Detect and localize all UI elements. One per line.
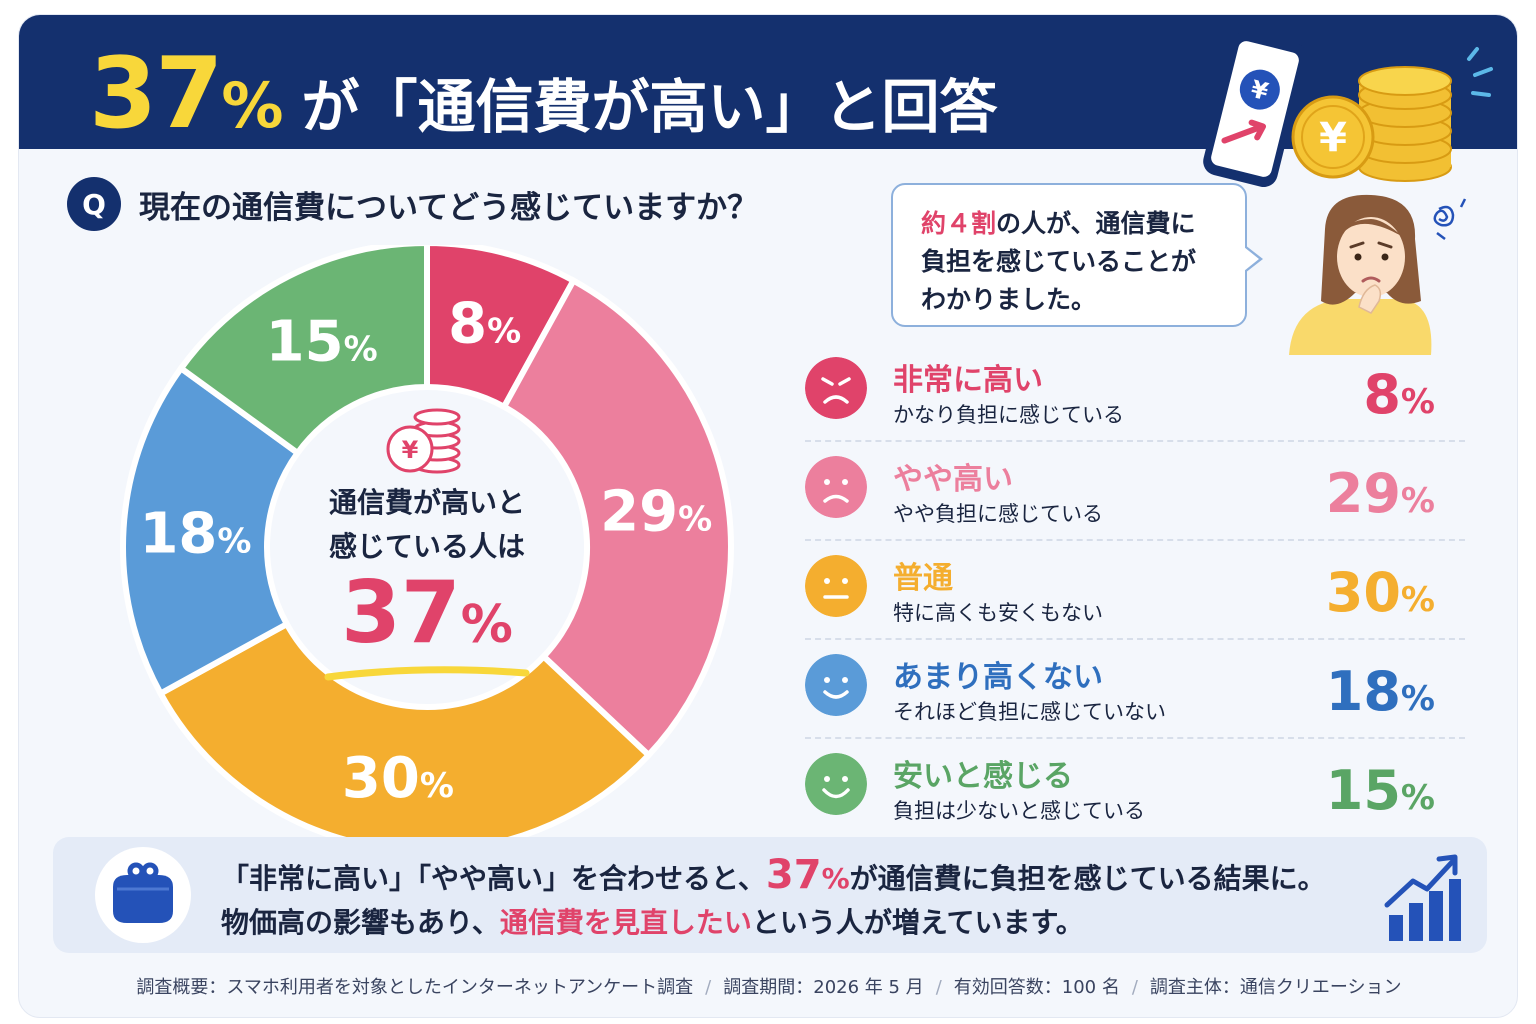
slice-label-1: 29%: [600, 480, 712, 545]
legend-list: 非常に高い かなり負担に感じている 8% やや高い やや負担に感じている 29%…: [805, 343, 1465, 838]
center-line-2: 感じている人は: [328, 530, 525, 563]
summary-number: 37: [765, 852, 822, 898]
svg-text:¥: ¥: [402, 436, 419, 464]
legend-desc-2: 特に高くも安くもない: [893, 601, 1103, 625]
speech-bubble: 約４割の人が、通信費に 負担を感じていることが わかりました。: [891, 183, 1263, 327]
legend-unit-2: %: [1400, 580, 1435, 620]
center-value: 37%: [287, 567, 567, 671]
worried-woman-illustration: [1289, 194, 1467, 355]
survey-question: Q 現在の通信費についてどう感じていますか？: [67, 177, 758, 231]
legend-unit-3: %: [1400, 679, 1435, 719]
donut-slice-4: [176, 245, 430, 458]
legend-value-2: 30%: [1326, 561, 1435, 624]
legend-row-2: 普通 特に高くも安くもない 30%: [805, 541, 1465, 640]
footer-item-2: 有効回答数：100 名: [953, 977, 1120, 998]
footer-separator: /: [705, 977, 712, 998]
bubble-line-2: 負担を感じていることが: [921, 247, 1197, 276]
bubble-line-1: 約４割の人が、通信費に: [921, 205, 1217, 243]
summary-line-1: 「非常に高い」「やや高い」を合わせると、37%が通信費に負担を感じている結果に。: [221, 853, 1326, 901]
yen-coins-icon: ¥: [386, 408, 461, 474]
legend-label-3: あまり高くない: [893, 660, 1103, 695]
footer-separator: /: [1131, 977, 1138, 998]
happy-face-icon: [805, 753, 867, 815]
footer-separator: /: [935, 977, 942, 998]
summary-part-2: が通信費に負担を感じている結果に。: [849, 862, 1326, 895]
summary-line-2-b: という人が増えています。: [751, 906, 1084, 939]
yellow-underline: [324, 666, 530, 681]
legend-value-4: 15%: [1326, 759, 1435, 822]
bubble-tail-fill: [1244, 247, 1259, 271]
neutral-face-icon: [805, 555, 867, 617]
svg-text:¥: ¥: [1319, 115, 1347, 161]
bubble-line-1-rest: の人が、通信費に: [996, 209, 1196, 238]
legend-label-2: 普通: [893, 561, 953, 596]
legend-number-2: 30: [1325, 561, 1401, 624]
smile-face-icon: [805, 654, 867, 716]
slice-label-2: 30%: [342, 746, 454, 811]
summary-line-2-a: 物価高の影響もあり、: [221, 906, 500, 939]
legend-row-3: あまり高くない それほど負担に感じていない 18%: [805, 640, 1465, 739]
legend-number-0: 8: [1363, 363, 1401, 426]
angry-face-icon: [805, 357, 867, 419]
header-banner: 37 % が「通信費が高い」と回答 ¥: [19, 15, 1517, 188]
legend-value-0: 8%: [1363, 363, 1435, 426]
legend-value-3: 18%: [1326, 660, 1435, 723]
survey-footer: 調査概要：スマホ利用者を対象としたインターネットアンケート調査 / 調査期間：202…: [19, 973, 1517, 999]
footer-item-3: 調査主体：通信クリエーション: [1149, 977, 1402, 998]
legend-label-0: 非常に高い: [893, 363, 1043, 398]
center-unit: %: [460, 595, 513, 655]
legend-unit-0: %: [1400, 382, 1435, 422]
slice-label-3: 18%: [139, 501, 251, 566]
donut-center-callout: ¥ 通信費が高いと 感じている人は 37%: [287, 403, 567, 683]
footer-item-1: 調査期間：2026 年 5 月: [723, 977, 924, 998]
center-line-1: 通信費が高いと: [328, 486, 525, 519]
center-number: 37: [341, 563, 461, 663]
slice-label-4: 15%: [266, 309, 378, 374]
title-text: が「通信費が高い」と回答: [301, 73, 998, 141]
question-text: 現在の通信費についてどう感じていますか？: [139, 189, 759, 226]
legend-number-1: 29: [1325, 462, 1401, 525]
legend-desc-3: それほど負担に感じていない: [893, 700, 1166, 724]
sad-face-icon: [805, 456, 867, 518]
donut-slice-1: [500, 276, 734, 760]
summary-value: 37%: [766, 852, 850, 898]
summary-highlight: 通信費を見直したい: [499, 906, 752, 939]
legend-unit-4: %: [1400, 778, 1435, 818]
legend-desc-1: やや負担に感じている: [893, 502, 1103, 526]
summary-line-2: 物価高の影響もあり、通信費を見直したいという人が増えています。: [221, 901, 1326, 945]
title-percent: %: [221, 69, 284, 142]
title-number: 37: [89, 37, 223, 151]
bubble-line-3: わかりました。: [921, 285, 1097, 314]
legend-label-4: 安いと感じる: [893, 759, 1073, 794]
wallet-icon: [95, 847, 191, 943]
legend-row-1: やや高い やや負担に感じている 29%: [805, 442, 1465, 541]
summary-unit: %: [821, 862, 850, 895]
legend-value-1: 29%: [1326, 462, 1435, 525]
smartphone-yen-icon: ¥: [1203, 30, 1307, 188]
donut-slice-3: [120, 364, 302, 698]
legend-row-0: 非常に高い かなり負担に感じている 8%: [805, 343, 1465, 442]
svg-text:¥: ¥: [1248, 75, 1271, 106]
question-mark-badge: Q: [67, 177, 121, 231]
rising-bar-chart-icon: [1384, 854, 1461, 941]
summary-part-1: 「非常に高い」「やや高い」を合わせると、: [221, 862, 766, 895]
page-title: 37 % が「通信費が高い」と回答: [89, 37, 998, 151]
legend-unit-1: %: [1400, 481, 1435, 521]
footer-item-0: 調査概要：スマホ利用者を対象としたインターネットアンケート調査: [136, 977, 694, 998]
summary-box: 「非常に高い」「やや高い」を合わせると、37%が通信費に負担を感じている結果に。…: [53, 837, 1487, 953]
legend-label-1: やや高い: [893, 462, 1013, 497]
summary-text: 「非常に高い」「やや高い」を合わせると、37%が通信費に負担を感じている結果に。…: [221, 853, 1326, 945]
slice-label-0: 8%: [448, 291, 521, 356]
infographic-card: 37 % が「通信費が高い」と回答 ¥: [18, 14, 1518, 1018]
legend-row-4: 安いと感じる 負担は少ないと感じている 15%: [805, 739, 1465, 838]
bubble-highlight: 約４割: [921, 209, 997, 238]
legend-desc-4: 負担は少ないと感じている: [893, 799, 1145, 823]
legend-number-4: 15: [1325, 759, 1401, 822]
legend-number-3: 18: [1325, 660, 1401, 723]
coin-stack-icon: ¥: [1291, 47, 1493, 182]
legend-desc-0: かなり負担に感じている: [893, 403, 1124, 427]
donut-chart: 8% 29% 30% 18% 15%: [120, 245, 734, 845]
